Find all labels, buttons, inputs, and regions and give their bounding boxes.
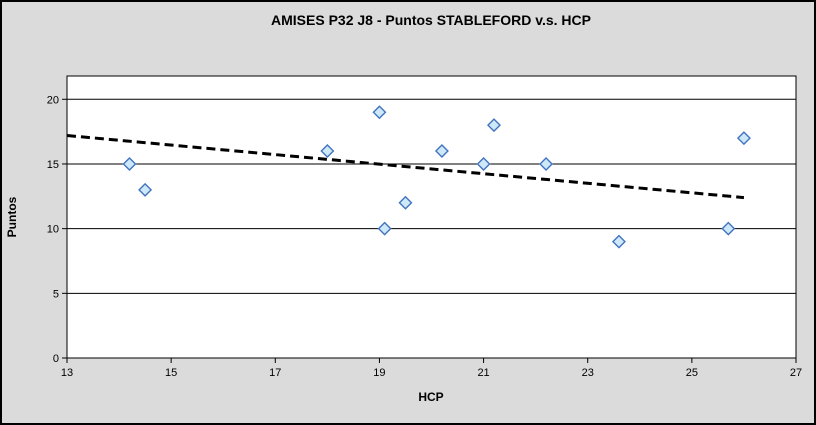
x-tick-label-15: 15 <box>165 367 177 379</box>
chart-title: AMISES P32 J8 - Puntos STABLEFORD v.s. H… <box>271 12 591 28</box>
data-point-marker-12[interactable] <box>736 131 751 146</box>
trendline[interactable] <box>66 134 745 200</box>
data-point-marker-0[interactable] <box>122 156 137 171</box>
x-tick-label-19: 19 <box>373 367 385 379</box>
x-axis-title: HCP <box>418 390 443 404</box>
data-point-marker-7[interactable] <box>476 156 491 171</box>
plot-area <box>66 75 797 359</box>
data-point-marker-1[interactable] <box>138 182 153 197</box>
data-point-marker-9[interactable] <box>539 156 554 171</box>
data-point-marker-10[interactable] <box>611 234 626 249</box>
y-axis-title: Puntos <box>5 196 19 237</box>
data-point-marker-11[interactable] <box>721 221 736 236</box>
y-tick-label-10: 10 <box>47 224 59 236</box>
x-tick-label-21: 21 <box>477 367 489 379</box>
data-point-marker-5[interactable] <box>398 195 413 210</box>
x-tick-label-25: 25 <box>686 367 698 379</box>
data-point-marker-4[interactable] <box>377 221 392 236</box>
y-tick-label-15: 15 <box>47 159 59 171</box>
x-tick-label-13: 13 <box>61 367 73 379</box>
x-tick-label-17: 17 <box>269 367 281 379</box>
y-tick-label-20: 20 <box>47 94 59 106</box>
x-tick-label-23: 23 <box>582 367 594 379</box>
y-tick-label-5: 5 <box>53 288 59 300</box>
x-tick-label-27: 27 <box>790 367 802 379</box>
data-point-marker-6[interactable] <box>434 144 449 159</box>
y-tick-label-0: 0 <box>53 353 59 365</box>
data-point-marker-8[interactable] <box>486 118 501 133</box>
data-point-marker-2[interactable] <box>320 144 335 159</box>
data-point-marker-3[interactable] <box>372 105 387 120</box>
